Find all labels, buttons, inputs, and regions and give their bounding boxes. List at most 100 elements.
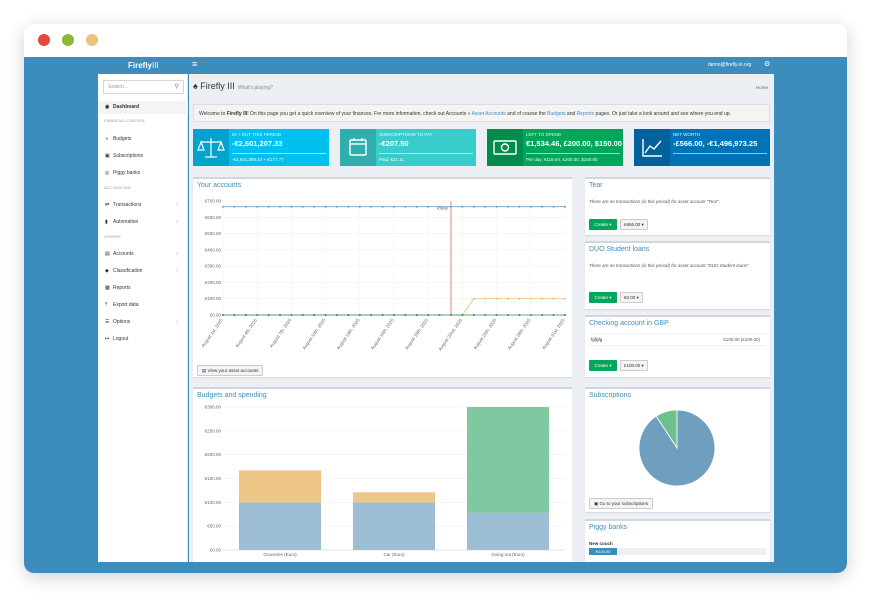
maximize-window-button[interactable] xyxy=(86,34,98,46)
data-point xyxy=(222,314,224,316)
accounts-box: Your accounts €700.00 €600.00 €500.00 €400.… xyxy=(193,177,572,377)
data-point xyxy=(233,314,236,316)
view-asset-accounts-button[interactable]: ▤ View your asset accounts xyxy=(197,365,264,376)
info-box-net-worth[interactable]: NET WORTH -£566.00, -€1,496,973.25 xyxy=(634,129,770,166)
logout-icon: ↦ xyxy=(105,336,110,342)
data-point xyxy=(450,205,452,208)
sidebar-item-subscriptions[interactable]: ▣ Subscriptions xyxy=(98,150,188,163)
y-tick-label: €250.00 xyxy=(205,428,222,433)
reports-link[interactable]: Reports xyxy=(576,111,595,117)
data-point xyxy=(393,314,395,316)
subscriptions-pie-chart xyxy=(638,409,716,487)
user-email[interactable]: demo@firefly-iii.org xyxy=(708,62,752,68)
data-point xyxy=(347,314,350,316)
info-box-subscriptions[interactable]: SUBSCRIPTIONS TO PAY -€207.50 Paid: €21.… xyxy=(340,129,476,166)
sidebar-item-logout[interactable]: ↦ Logout xyxy=(98,333,188,346)
go-to-subscriptions-button[interactable]: ▣ Go to your subscriptions xyxy=(589,498,654,509)
piggy-progress-fill: €120.00 xyxy=(589,548,618,555)
bar-segment xyxy=(352,492,436,503)
page-title: ♠ Firefly III What's playing? xyxy=(193,81,273,91)
gbp-amount-dropdown[interactable]: £100.00 ▾ xyxy=(620,360,648,371)
data-point xyxy=(358,205,361,208)
search-input[interactable]: Search... ⚲ xyxy=(103,80,184,94)
duo-create-button[interactable]: Create ▾ xyxy=(589,292,617,303)
sidebar-item-reports[interactable]: ▩ Reports xyxy=(98,282,188,295)
duo-amount-dropdown[interactable]: €0.00 ▾ xyxy=(620,292,643,303)
data-point xyxy=(244,205,247,208)
chevron-left-icon: ‹ xyxy=(176,219,178,225)
tear-create-button[interactable]: Create ▾ xyxy=(589,219,617,230)
sidebar-item-transactions[interactable]: ⇄ Transactions ‹ xyxy=(98,199,188,212)
transaction-row[interactable]: fgfgfg £100.00 (£100.00) xyxy=(589,333,766,346)
data-point xyxy=(313,205,316,208)
data-point xyxy=(552,205,555,208)
x-tick-label: August 16th, 2025 xyxy=(370,317,395,350)
calendar-icon: ▣ xyxy=(594,501,599,506)
sidebar-item-export[interactable]: ⤒ Export data xyxy=(98,299,188,312)
bar-segment xyxy=(466,512,550,550)
sidebar-item-automation[interactable]: ▮ Automation ‹ xyxy=(98,216,188,229)
tear-box-title[interactable]: Tear xyxy=(589,182,603,189)
duo-box: DUO Student loans There are no transacti… xyxy=(585,241,770,309)
tear-amount-dropdown[interactable]: £666.00 ▾ xyxy=(620,219,648,230)
data-point xyxy=(370,314,373,316)
main-content: ♠ Firefly III What's playing? Home Welcom… xyxy=(189,74,774,562)
data-point xyxy=(518,297,521,300)
data-point xyxy=(370,205,373,208)
data-point xyxy=(529,297,532,300)
data-point xyxy=(290,314,293,316)
data-point xyxy=(564,297,566,300)
budgets-link[interactable]: Budgets xyxy=(547,111,566,117)
subscriptions-box-title: Subscriptions xyxy=(589,392,632,399)
y-tick-label: €300.00 xyxy=(205,264,222,269)
sidebar-item-budgets[interactable]: ◑ Budgets xyxy=(98,133,188,146)
data-point xyxy=(415,314,418,316)
x-tick-label: August 1st, 2025 xyxy=(200,317,224,348)
transaction-description[interactable]: fgfgfg xyxy=(591,337,603,342)
sidebar-item-piggy-banks[interactable]: ◎ Piggy banks xyxy=(98,167,188,180)
x-tick-label: Going out (Euro) xyxy=(491,552,525,557)
data-point xyxy=(256,205,259,208)
gbp-create-button[interactable]: Create ▾ xyxy=(589,360,617,371)
sidebar-item-dashboard[interactable]: ◉ Dashboard xyxy=(98,101,188,114)
line-chart-icon xyxy=(634,129,670,166)
data-point xyxy=(495,314,498,316)
gear-icon[interactable]: ⚙ xyxy=(764,61,771,68)
sidebar-item-options[interactable]: ☰ Options ‹ xyxy=(98,316,188,329)
asset-accounts-link[interactable]: Asset Accounts xyxy=(471,111,506,117)
piggy-progress-track: €120.00 xyxy=(589,548,766,555)
x-tick-label: Car (Euro) xyxy=(383,552,405,557)
close-window-button[interactable] xyxy=(38,34,50,46)
export-icon: ⤒ xyxy=(105,302,108,308)
y-tick-label: €200.00 xyxy=(205,452,222,457)
info-box-left-to-spend[interactable]: LEFT TO SPEND €1,534.46, £200.00, $150.0… xyxy=(487,129,623,166)
duo-box-title[interactable]: DUO Student loans xyxy=(589,246,650,253)
info-box-in-out[interactable]: IN + OUT THIS PERIOD -€2,501,207.33 -€2,… xyxy=(193,129,329,166)
breadcrumb[interactable]: Home xyxy=(755,85,768,90)
data-point xyxy=(358,314,361,316)
data-point xyxy=(461,314,464,316)
gbp-box-title[interactable]: Checking account in GBP xyxy=(589,320,669,327)
app-logo[interactable]: FireflyIII xyxy=(128,61,159,70)
data-point xyxy=(313,314,316,316)
data-point xyxy=(347,205,350,208)
hamburger-icon[interactable]: ≡ xyxy=(192,59,198,69)
data-point xyxy=(484,205,487,208)
sidebar-item-classification[interactable]: ◆ Classification ‹ xyxy=(98,265,188,278)
calendar-icon: ▣ xyxy=(105,153,110,159)
minimize-window-button[interactable] xyxy=(62,34,74,46)
duo-note: There are no transactions (in this perio… xyxy=(589,263,751,268)
search-icon[interactable]: ⚲ xyxy=(174,84,179,90)
data-point xyxy=(450,314,452,316)
y-tick-label: €150.00 xyxy=(205,476,222,481)
y-tick-label: €50.00 xyxy=(207,524,221,529)
sliders-icon: ☰ xyxy=(105,319,110,325)
x-tick-label: August 22nd, 2025 xyxy=(437,317,463,351)
piggy-bank-name[interactable]: New couch xyxy=(589,541,613,546)
tear-note: There are no transactions (in this perio… xyxy=(589,199,721,204)
data-point xyxy=(529,205,532,208)
sidebar-item-accounts[interactable]: ▤ Accounts ‹ xyxy=(98,248,188,261)
welcome-callout: Welcome to Firefly III! On this page you… xyxy=(193,104,770,122)
sidebar-header-financial: Financial control xyxy=(104,118,146,123)
data-point xyxy=(267,205,270,208)
